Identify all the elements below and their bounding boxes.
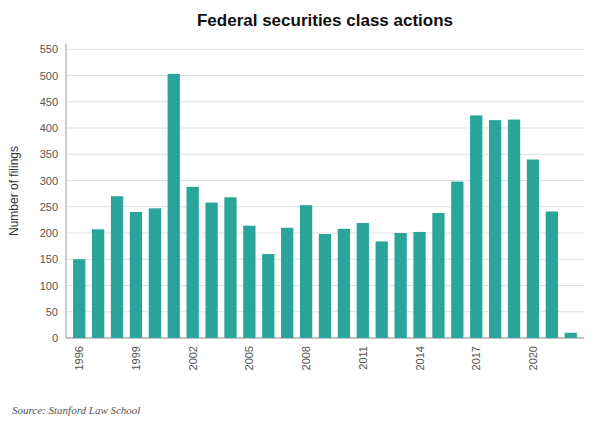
bar [281, 228, 293, 338]
bar [262, 254, 274, 338]
title: Federal securities class actions [197, 11, 453, 30]
bar [205, 203, 217, 338]
grid-line [66, 75, 584, 76]
grid-line [66, 128, 584, 129]
grid [66, 49, 584, 338]
bar [300, 205, 312, 338]
grid-line [66, 233, 584, 234]
y-tick-label: 500 [40, 70, 58, 82]
x-tick-label: 2017 [470, 346, 482, 370]
y-tick-label: 150 [40, 253, 58, 265]
bar [376, 241, 388, 338]
y-tick-label: 300 [40, 175, 58, 187]
bar [243, 226, 255, 338]
bar [470, 115, 482, 338]
x-tick-label: 2005 [243, 346, 255, 370]
bar [565, 333, 577, 338]
bar [168, 74, 180, 338]
grid-line [66, 206, 584, 207]
chart-container: 0501001502002503003504004505005501996199… [0, 0, 600, 424]
x-tick-label: 2008 [300, 346, 312, 370]
x-tick-label: 2011 [357, 346, 369, 370]
bar [489, 120, 501, 338]
x-tick-label: 1999 [130, 346, 142, 370]
bar [224, 197, 236, 338]
bar [338, 229, 350, 338]
bar [546, 211, 558, 338]
y-tick-label: 450 [40, 96, 58, 108]
x-tick-label: 1996 [73, 346, 85, 370]
x-tick-label: 2020 [527, 346, 539, 370]
bar [130, 212, 142, 338]
source-annotation: Source: Stanford Law School [12, 404, 140, 416]
bars [73, 74, 577, 338]
y-tick-label: 400 [40, 122, 58, 134]
y-tick-label: 50 [46, 306, 58, 318]
chart: 0501001502002503003504004505005501996199… [0, 0, 600, 424]
y-axis-label: Number of filings [7, 146, 21, 236]
x-tick-label: 2002 [187, 346, 199, 370]
grid-line [66, 180, 584, 181]
bar [527, 160, 539, 339]
x-tick-label: 2014 [414, 346, 426, 370]
bar [451, 182, 463, 338]
bar [149, 208, 161, 338]
y-tick-label: 550 [40, 43, 58, 55]
y-axis: 0 50 100 150 200 250 300 350 400 450 500 550 [40, 43, 584, 344]
grid-line [66, 154, 584, 155]
bar [413, 232, 425, 338]
bar [92, 229, 104, 338]
y-tick-label: 0 [52, 332, 58, 344]
bar [319, 234, 331, 338]
bar [187, 187, 199, 338]
bar [73, 259, 85, 338]
grid-line [66, 101, 584, 102]
y-axis-line [66, 44, 67, 338]
bar [432, 213, 444, 338]
x-axis: 1996 1999 2002 2005 2008 2011 2014 2017 2020 [73, 346, 539, 370]
y-tick-label: 350 [40, 148, 58, 160]
bar [508, 120, 520, 338]
y-tick-label: 100 [40, 280, 58, 292]
y-tick-label: 200 [40, 227, 58, 239]
bar [394, 233, 406, 338]
bar [357, 223, 369, 338]
y-tick-label: 250 [40, 201, 58, 213]
grid-line [66, 49, 584, 50]
bar [111, 196, 123, 338]
